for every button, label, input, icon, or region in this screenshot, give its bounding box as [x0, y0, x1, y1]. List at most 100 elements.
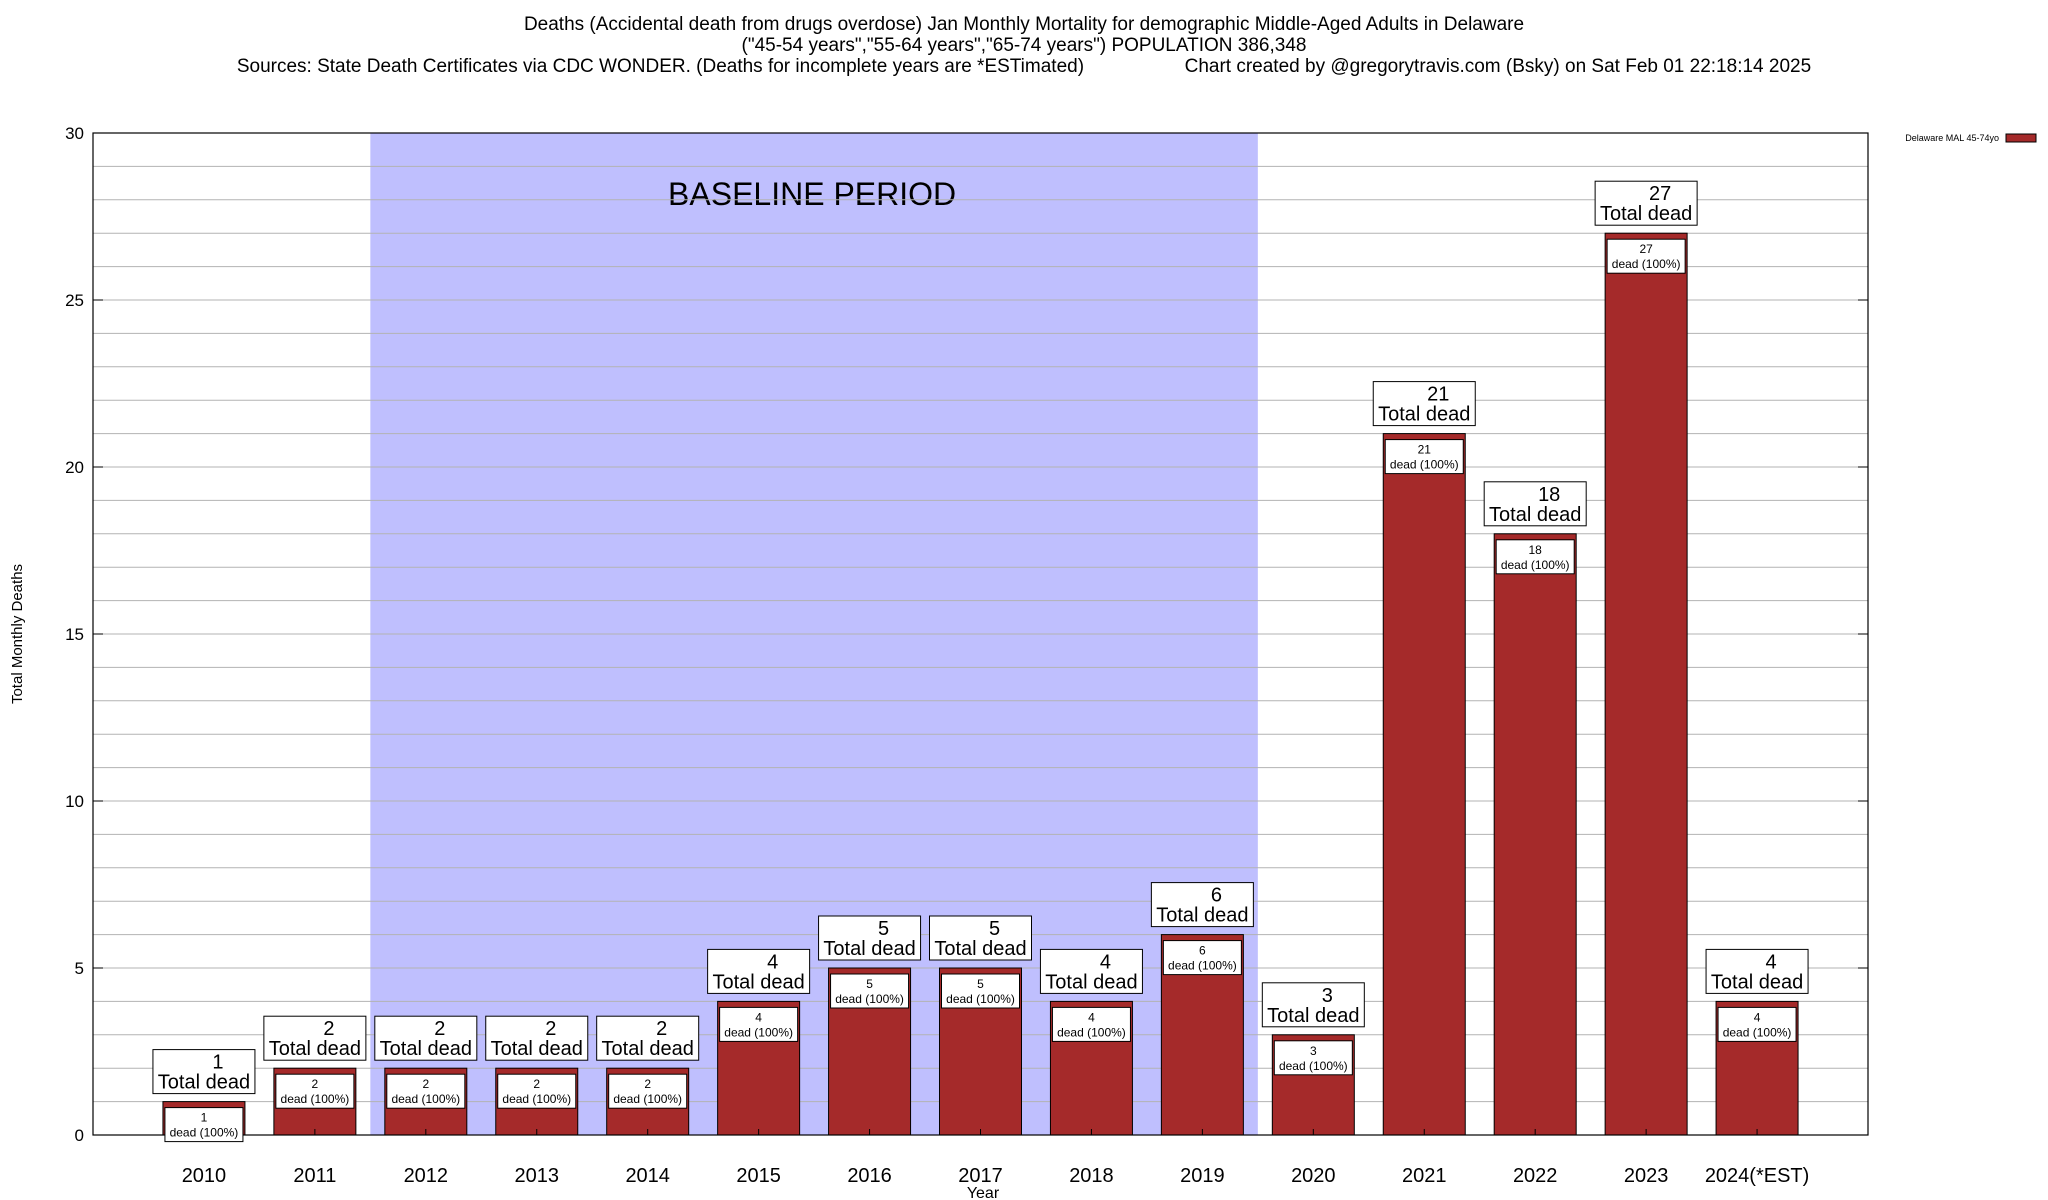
bar-inner-value-label: 2 — [422, 1077, 429, 1091]
x-tick-label: 2017 — [958, 1165, 1003, 1187]
bar-total-value-label: 18 — [1538, 484, 1560, 506]
bar-inner-value-label: 6 — [1199, 944, 1206, 958]
bar-inner-percent-label: dead (100%) — [391, 1092, 460, 1106]
bar-2022 — [1493, 533, 1577, 1136]
chart-credit: Chart created by @gregorytravis.com (Bsk… — [1184, 56, 1812, 77]
bar-total-text-label: Total dead — [1600, 203, 1692, 225]
legend-swatch — [2005, 133, 2037, 143]
chart-title: Deaths (Accidental death from drugs over… — [523, 14, 1525, 35]
bar-inner-percent-label: dead (100%) — [1723, 1025, 1792, 1039]
bar-total-text-label: Total dead — [602, 1038, 694, 1060]
y-tick-label: 0 — [75, 1126, 84, 1145]
bar-inner-label-box — [275, 1073, 355, 1109]
bar-inner-value-label: 1 — [201, 1111, 208, 1125]
x-tick-label: 2020 — [1291, 1165, 1336, 1187]
bar-inner-percent-label: dead (100%) — [281, 1092, 350, 1106]
bar-inner-percent-label: dead (100%) — [1612, 257, 1681, 271]
bar-total-label-box — [596, 1015, 700, 1061]
bar-2021 — [1382, 433, 1466, 1136]
bar-inner-value-label: 4 — [1088, 1010, 1095, 1024]
bar-inner-value-label: 4 — [1754, 1010, 1761, 1024]
bar-total-value-label: 2 — [545, 1018, 556, 1040]
bar-inner-percent-label: dead (100%) — [170, 1126, 239, 1140]
x-tick-label: 2023 — [1624, 1165, 1669, 1187]
bar-total-value-label: 2 — [434, 1018, 445, 1040]
y-tick-label: 15 — [65, 625, 84, 644]
bar-inner-label-box — [1273, 1040, 1353, 1076]
bar-inner-label-box — [1384, 439, 1464, 475]
bar-inner-percent-label: dead (100%) — [724, 1025, 793, 1039]
bar-2023 — [1604, 232, 1688, 1136]
bar-inner-percent-label: dead (100%) — [835, 992, 904, 1006]
bar-total-value-label: 5 — [878, 918, 889, 940]
bar-total-text-label: Total dead — [712, 971, 804, 993]
bar-total-label-box — [1372, 381, 1476, 427]
bar-total-text-label: Total dead — [1378, 404, 1470, 426]
bar-total-value-label: 2 — [656, 1018, 667, 1040]
bar-total-text-label: Total dead — [1156, 905, 1248, 927]
bar-inner-percent-label: dead (100%) — [946, 992, 1015, 1006]
bar-total-value-label: 6 — [1211, 885, 1222, 907]
y-tick-label: 5 — [75, 959, 84, 978]
x-tick-label: 2013 — [515, 1165, 560, 1187]
bar-inner-value-label: 27 — [1639, 242, 1653, 256]
bar-total-text-label: Total dead — [823, 938, 915, 960]
bar-inner-label-box — [1495, 539, 1575, 575]
bar-inner-label-box — [164, 1107, 244, 1143]
bar-inner-percent-label: dead (100%) — [502, 1092, 571, 1106]
bar-inner-label-box — [719, 1006, 799, 1042]
chart-sources-line: Sources: State Death Certificates via CD… — [0, 56, 2048, 77]
bar-inner-label-box — [1606, 238, 1686, 274]
bar-total-value-label: 1 — [212, 1052, 223, 1074]
bar-total-value-label: 27 — [1649, 183, 1671, 205]
bar-total-label-box — [1261, 982, 1365, 1028]
bar-inner-label-box — [830, 973, 910, 1009]
axes-layer: 2010 2011 2012 2013 2014 2015 2016 2017 2018 2019… — [9, 124, 2037, 1200]
bar-total-value-label: 2 — [323, 1018, 334, 1040]
bar-inner-label-box — [386, 1073, 466, 1109]
bar-total-label-box — [1483, 481, 1587, 527]
y-axis-title: Total Monthly Deaths — [9, 564, 26, 704]
bar-total-text-label: Total dead — [380, 1038, 472, 1060]
bar-total-label-box — [263, 1015, 367, 1061]
y-tick-label: 10 — [65, 792, 84, 811]
y-tick-label: 30 — [65, 124, 84, 143]
bar-total-label-box — [818, 915, 922, 961]
bar-inner-label-box — [1051, 1006, 1131, 1042]
x-tick-label: 2018 — [1069, 1165, 1114, 1187]
bar-total-label-box — [374, 1015, 478, 1061]
y-tick-label: 25 — [65, 291, 84, 310]
bar-total-value-label: 4 — [1100, 951, 1111, 973]
bar-inner-percent-label: dead (100%) — [1057, 1025, 1126, 1039]
bar-total-text-label: Total dead — [1711, 971, 1803, 993]
bar-total-label-box — [1705, 948, 1809, 994]
bar-total-label-box — [929, 915, 1032, 961]
bar-total-text-label: Total dead — [491, 1038, 583, 1060]
baseline-period-label: BASELINE PERIOD — [668, 176, 956, 212]
bar-inner-label-box — [497, 1073, 577, 1109]
bar-total-value-label: 4 — [1766, 951, 1777, 973]
x-tick-label: 2010 — [182, 1165, 227, 1187]
bar-total-label-box — [1039, 948, 1143, 994]
chart-sources: Sources: State Death Certificates via CD… — [236, 56, 1085, 77]
bar-inner-value-label: 2 — [644, 1077, 651, 1091]
x-tick-label: 2016 — [847, 1165, 892, 1187]
y-tick-label: 20 — [65, 458, 84, 477]
bar-total-label-box — [152, 1049, 256, 1095]
x-tick-label: 2015 — [736, 1165, 781, 1187]
bar-inner-value-label: 4 — [755, 1010, 762, 1024]
chart-title-block: Deaths (Accidental death from drugs over… — [0, 14, 2048, 77]
x-tick-label: 2022 — [1513, 1165, 1558, 1187]
x-tick-label: 2024(*EST) — [1705, 1165, 1810, 1187]
x-tick-label: 2012 — [404, 1165, 449, 1187]
bar-inner-label-box — [1162, 940, 1242, 976]
x-tick-label: 2014 — [625, 1165, 670, 1187]
bar-inner-value-label: 5 — [977, 977, 984, 991]
bar-total-text-label: Total dead — [158, 1072, 250, 1094]
bar-inner-percent-label: dead (100%) — [1390, 458, 1459, 472]
bar-total-text-label: Total dead — [1267, 1005, 1359, 1027]
bar-inner-value-label: 2 — [312, 1077, 319, 1091]
bar-inner-value-label: 2 — [533, 1077, 540, 1091]
bar-total-label-box — [1150, 882, 1254, 928]
